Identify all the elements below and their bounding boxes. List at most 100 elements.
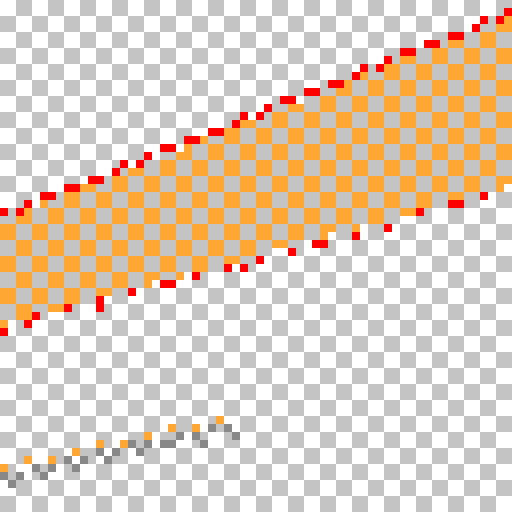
body-pixel — [288, 168, 296, 176]
body-pixel — [104, 192, 112, 200]
body-pixel — [48, 240, 56, 248]
body-pixel — [320, 168, 328, 176]
body-pixel — [376, 216, 384, 224]
body-pixel — [464, 176, 472, 184]
body-pixel — [488, 160, 496, 168]
shadow-pixel — [200, 440, 208, 448]
body-pixel — [184, 144, 192, 152]
orange-body-pixels — [0, 16, 512, 328]
body-pixel — [304, 176, 312, 184]
body-pixel — [296, 224, 304, 232]
body-pixel — [424, 168, 432, 176]
body-pixel — [392, 104, 400, 112]
body-pixel — [360, 136, 368, 144]
body-pixel — [176, 176, 184, 184]
body-pixel — [368, 80, 376, 88]
body-pixel — [152, 184, 160, 192]
outline-pixel — [384, 224, 392, 232]
grey-shadow-pixels — [0, 416, 240, 488]
body-pixel — [216, 152, 224, 160]
body-pixel — [480, 160, 488, 168]
body-pixel — [328, 104, 336, 112]
body-pixel — [288, 224, 296, 232]
body-pixel — [136, 264, 144, 272]
body-pixel — [64, 192, 72, 200]
body-pixel — [224, 160, 232, 168]
body-pixel — [496, 48, 504, 56]
shadow-pixel — [192, 432, 200, 440]
body-pixel — [504, 80, 512, 88]
outline-pixel — [384, 56, 392, 64]
body-pixel — [168, 168, 176, 176]
body-pixel — [304, 184, 312, 192]
body-pixel — [48, 248, 56, 256]
body-pixel — [400, 184, 408, 192]
body-pixel — [376, 184, 384, 192]
body-pixel — [464, 48, 472, 56]
outline-pixel — [504, 8, 512, 16]
body-pixel — [312, 184, 320, 192]
body-pixel — [472, 48, 480, 56]
outline-pixel — [48, 192, 56, 200]
body-pixel — [224, 224, 232, 232]
body-pixel — [392, 160, 400, 168]
body-pixel — [488, 96, 496, 104]
body-pixel — [344, 208, 352, 216]
shadow-pixel — [96, 440, 104, 448]
body-pixel — [160, 160, 168, 168]
body-pixel — [288, 136, 296, 144]
outline-pixel — [424, 40, 432, 48]
shadow-pixel — [8, 480, 16, 488]
body-pixel — [408, 56, 416, 64]
body-pixel — [272, 240, 280, 248]
shadow-pixel — [24, 456, 32, 464]
outline-pixel — [112, 168, 120, 176]
body-pixel — [224, 256, 232, 264]
body-pixel — [264, 128, 272, 136]
body-pixel — [176, 184, 184, 192]
body-pixel — [224, 232, 232, 240]
body-pixel — [408, 208, 416, 216]
body-pixel — [288, 232, 296, 240]
body-pixel — [296, 128, 304, 136]
outline-pixel — [96, 176, 104, 184]
body-pixel — [344, 176, 352, 184]
shadow-pixel — [128, 440, 136, 448]
body-pixel — [16, 216, 24, 224]
body-pixel — [248, 176, 256, 184]
body-pixel — [408, 184, 416, 192]
body-pixel — [480, 72, 488, 80]
body-pixel — [416, 200, 424, 208]
body-pixel — [256, 168, 264, 176]
body-pixel — [32, 264, 40, 272]
body-pixel — [416, 168, 424, 176]
body-pixel — [96, 256, 104, 264]
body-pixel — [168, 232, 176, 240]
body-pixel — [160, 200, 168, 208]
outline-pixel — [416, 208, 424, 216]
body-pixel — [504, 88, 512, 96]
body-pixel — [32, 288, 40, 296]
body-pixel — [296, 136, 304, 144]
body-pixel — [208, 208, 216, 216]
body-pixel — [448, 168, 456, 176]
body-pixel — [16, 248, 24, 256]
body-pixel — [432, 80, 440, 88]
body-pixel — [184, 176, 192, 184]
body-pixel — [496, 120, 504, 128]
body-pixel — [200, 160, 208, 168]
body-pixel — [360, 200, 368, 208]
body-pixel — [392, 96, 400, 104]
body-pixel — [216, 216, 224, 224]
body-pixel — [232, 232, 240, 240]
body-pixel — [400, 88, 408, 96]
body-pixel — [464, 144, 472, 152]
body-pixel — [168, 264, 176, 272]
body-pixel — [8, 288, 16, 296]
body-pixel — [96, 192, 104, 200]
body-pixel — [472, 112, 480, 120]
body-pixel — [296, 160, 304, 168]
body-pixel — [136, 224, 144, 232]
body-pixel — [480, 136, 488, 144]
